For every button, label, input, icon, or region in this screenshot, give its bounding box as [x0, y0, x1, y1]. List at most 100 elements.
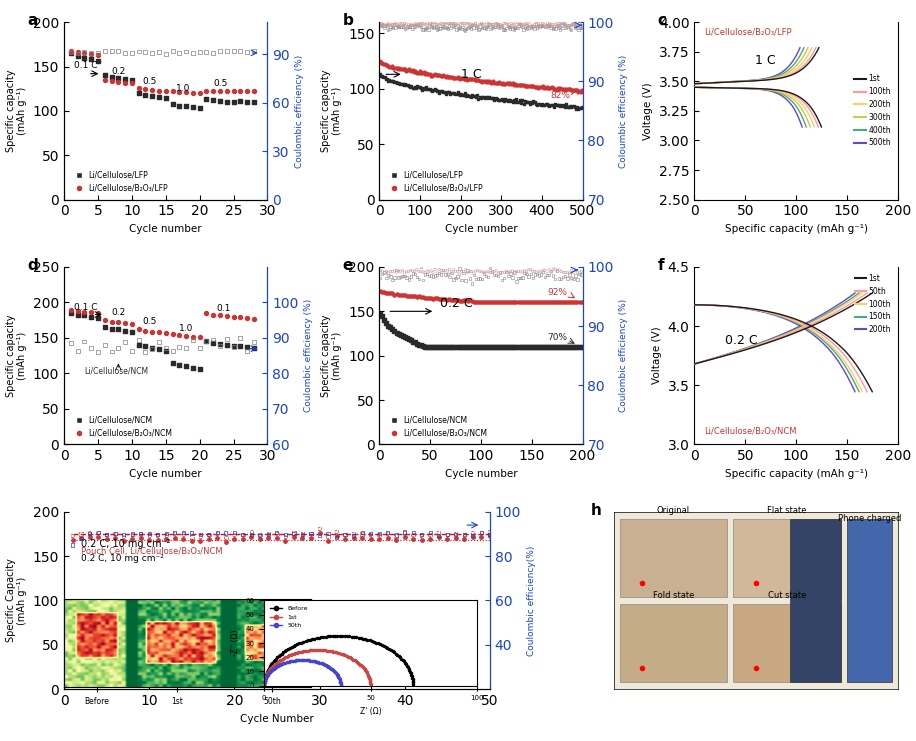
Point [378, 19, 393, 31]
Point [425, 70, 440, 82]
Point [261, 532, 276, 544]
Point [467, 17, 482, 29]
Point [418, 83, 432, 95]
Point [566, 296, 581, 308]
Point [570, 101, 584, 113]
Point [540, 20, 555, 32]
Point [515, 19, 529, 30]
Point [240, 96, 255, 108]
Point [461, 341, 475, 353]
Point [480, 19, 495, 30]
Point [329, 525, 344, 537]
Point [566, 84, 581, 96]
Point [513, 19, 528, 30]
Point [533, 266, 548, 278]
Point [438, 293, 453, 305]
Point [409, 66, 423, 78]
Point [574, 296, 589, 308]
Point [199, 93, 213, 105]
Point [454, 265, 469, 277]
Point [503, 21, 518, 33]
Point [485, 296, 499, 308]
Point [220, 310, 234, 322]
Point [145, 342, 159, 354]
Point [560, 267, 574, 279]
Y-axis label: Specific capacity
(mAh g⁻¹): Specific capacity (mAh g⁻¹) [5, 70, 27, 152]
Point [176, 527, 191, 539]
Point [408, 268, 422, 280]
Point [521, 79, 536, 91]
Point [550, 84, 564, 96]
Point [535, 19, 550, 31]
Point [484, 77, 498, 89]
Point [71, 47, 85, 59]
Point [452, 22, 466, 34]
Point [476, 21, 491, 33]
Point [448, 19, 463, 30]
Point [415, 24, 430, 36]
Point [381, 24, 396, 36]
Point [445, 20, 460, 32]
Point [474, 531, 488, 543]
Point [440, 529, 454, 541]
Point [460, 22, 474, 34]
Point [192, 342, 207, 353]
Point [525, 21, 540, 33]
Point [456, 73, 471, 85]
Point [278, 528, 293, 540]
Point [458, 294, 473, 306]
Point [233, 333, 247, 345]
Point [540, 269, 554, 281]
Point [441, 17, 455, 29]
Point [478, 76, 493, 87]
Point [131, 339, 146, 351]
Point [390, 76, 405, 88]
Point [485, 341, 499, 353]
Point [142, 528, 157, 539]
Point [226, 310, 241, 322]
Point [425, 85, 440, 97]
Point [374, 57, 388, 69]
Point [497, 296, 512, 308]
Point [409, 19, 423, 30]
Point [509, 276, 524, 288]
Point [495, 19, 509, 31]
Point [338, 528, 353, 540]
Point [540, 21, 555, 33]
Point [380, 532, 395, 544]
Point [505, 341, 519, 353]
Point [84, 47, 99, 59]
Point [547, 101, 562, 113]
Point [452, 72, 466, 84]
Point [396, 63, 410, 75]
Text: 82%: 82% [550, 90, 575, 99]
Point [536, 18, 551, 30]
Point [131, 334, 146, 346]
Point [532, 82, 547, 93]
Point [515, 21, 529, 33]
Point [152, 91, 167, 103]
Point [434, 16, 449, 28]
Point [470, 21, 485, 33]
Point [507, 24, 521, 36]
Text: e: e [343, 258, 353, 273]
Point [399, 65, 414, 77]
Point [91, 49, 105, 61]
Point [399, 332, 414, 344]
Point [377, 19, 392, 31]
Point [572, 21, 587, 33]
Point [199, 46, 213, 58]
FancyBboxPatch shape [619, 519, 727, 597]
Point [499, 94, 514, 106]
Point [393, 265, 408, 277]
Point [514, 18, 529, 30]
Point [546, 19, 561, 31]
Point [397, 79, 411, 90]
X-axis label: Cycle number: Cycle number [129, 224, 202, 234]
Point [192, 363, 207, 375]
Point [488, 93, 503, 104]
Point [159, 534, 174, 545]
Point [442, 87, 456, 99]
Point [466, 341, 481, 353]
Point [304, 528, 319, 539]
